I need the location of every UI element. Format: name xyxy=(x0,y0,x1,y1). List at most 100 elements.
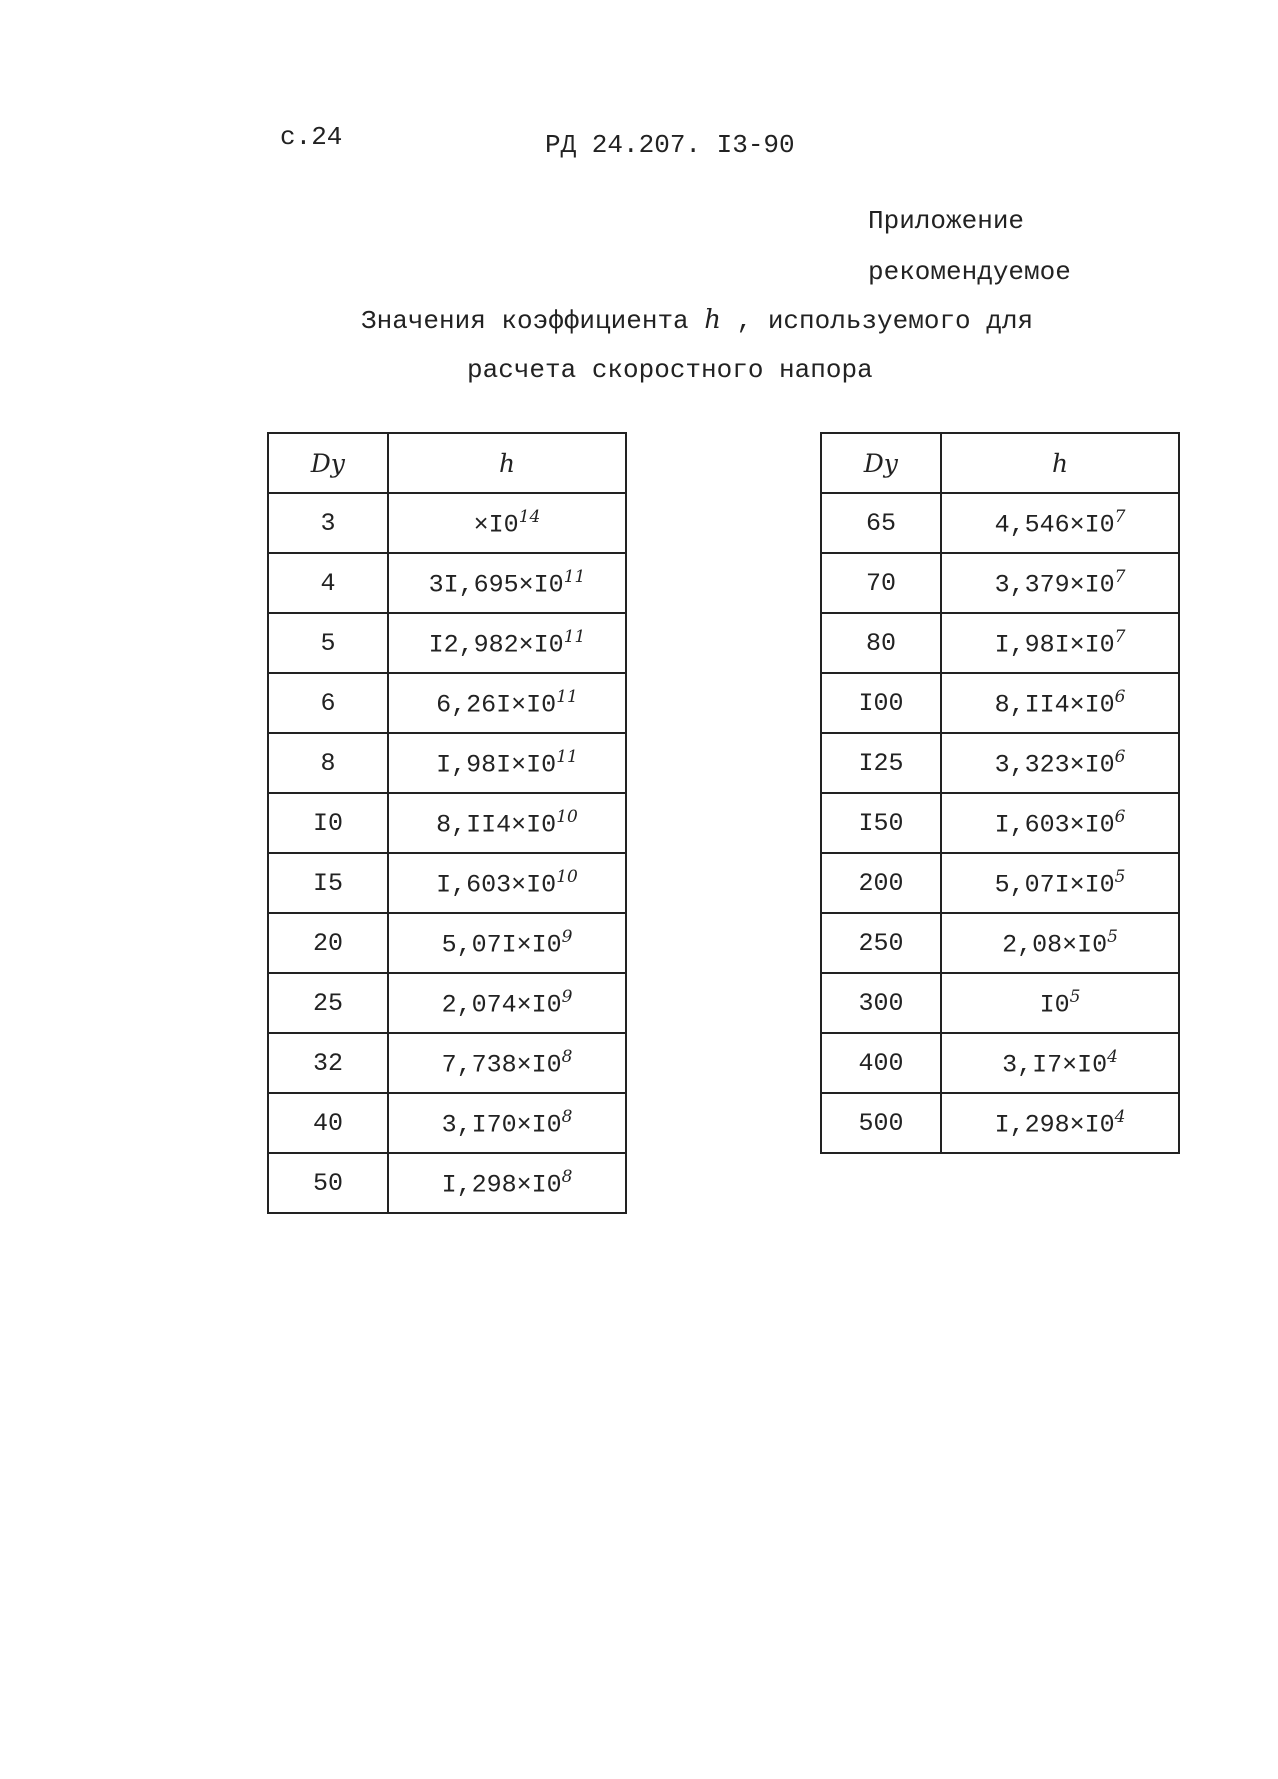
title-text: Значения коэффициента xyxy=(361,306,689,336)
row: 5 I2,982×I011 xyxy=(267,612,627,674)
header-cell: Dу xyxy=(267,432,389,494)
mantissa: 4,546×I0 xyxy=(994,510,1115,540)
exponent: 11 xyxy=(556,686,578,707)
mantissa: ×I0 xyxy=(473,510,519,540)
dy-cell: 20 xyxy=(267,912,389,974)
mantissa: 8,II4×I0 xyxy=(994,690,1115,720)
exponent: 4 xyxy=(1114,1106,1126,1127)
value-cell: 6,26I×I011 xyxy=(387,672,627,734)
value-cell: I,603×I010 xyxy=(387,852,627,914)
value-cell: 8,II4×I06 xyxy=(940,672,1180,734)
mantissa: 2,08×I0 xyxy=(1002,930,1108,960)
exponent: 11 xyxy=(556,746,578,767)
dy-cell: I0 xyxy=(267,792,389,854)
dy-cell: 400 xyxy=(820,1032,942,1094)
mantissa: 3,323×I0 xyxy=(994,750,1115,780)
row: 200 5,07I×I05 xyxy=(820,852,1180,914)
dy-cell: 300 xyxy=(820,972,942,1034)
row: I25 3,323×I06 xyxy=(820,732,1180,794)
exponent: 8 xyxy=(561,1166,573,1187)
value-cell: 2,074×I09 xyxy=(387,972,627,1034)
exponent: 5 xyxy=(1114,866,1126,887)
exponent: 6 xyxy=(1114,746,1126,767)
exponent: 4 xyxy=(1107,1046,1118,1067)
exponent: 5 xyxy=(1069,986,1081,1007)
row: 25 2,074×I09 xyxy=(267,972,627,1034)
exponent: 6 xyxy=(1114,686,1126,707)
dy-cell: 4 xyxy=(267,552,389,614)
dy-cell: 40 xyxy=(267,1092,389,1154)
row: I50 I,603×I06 xyxy=(820,792,1180,854)
exponent: 14 xyxy=(518,506,541,527)
appendix-label: Приложение xyxy=(868,206,1025,236)
dy-cell: 5 xyxy=(267,612,389,674)
title-text: , используемого для xyxy=(736,306,1034,336)
value-cell: 3I,695×I011 xyxy=(387,552,627,614)
exponent: 5 xyxy=(1107,926,1118,947)
value-cell: ×I014 xyxy=(387,492,627,554)
page-number: с.24 xyxy=(280,122,343,152)
value-cell: I,98I×I07 xyxy=(940,612,1180,674)
header-cell: Dу xyxy=(820,432,942,494)
dy-cell: 3 xyxy=(267,492,389,554)
dy-cell: 6 xyxy=(267,672,389,734)
mantissa: 8,II4×I0 xyxy=(436,810,557,840)
mantissa: 3I,695×I0 xyxy=(428,570,564,600)
row: I00 8,II4×I06 xyxy=(820,672,1180,734)
mantissa: 3,379×I0 xyxy=(994,570,1115,600)
exponent: 7 xyxy=(1114,626,1126,647)
doc-code: РД 24.207. I3-90 xyxy=(545,130,795,160)
dy-cell: 65 xyxy=(820,492,942,554)
title-symbol: h xyxy=(704,305,722,335)
exponent: 9 xyxy=(561,986,573,1007)
exponent: 10 xyxy=(556,806,578,827)
exponent: 7 xyxy=(1114,566,1126,587)
exponent: 6 xyxy=(1114,806,1126,827)
dy-cell: I25 xyxy=(820,732,942,794)
value-cell: 4,546×I07 xyxy=(940,492,1180,554)
exponent: 11 xyxy=(563,566,586,587)
value-cell: I2,982×I011 xyxy=(387,612,627,674)
mantissa: I,298×I0 xyxy=(441,1170,562,1200)
value-cell: 3,323×I06 xyxy=(940,732,1180,794)
dy-cell: 32 xyxy=(267,1032,389,1094)
value-cell: I05 xyxy=(940,972,1180,1034)
table: Dу h 65 4,546×I07 70 3,379×I07 80 I,98I×I07 I00 8… xyxy=(820,432,1180,1154)
value-cell: 8,II4×I010 xyxy=(387,792,627,854)
header-cell: h xyxy=(940,432,1180,494)
row: 40 3,I70×I08 xyxy=(267,1092,627,1154)
mantissa: 7,738×I0 xyxy=(441,1050,562,1080)
row: 32 7,738×I08 xyxy=(267,1032,627,1094)
value-cell: 3,379×I07 xyxy=(940,552,1180,614)
value-cell: I,298×I04 xyxy=(940,1092,1180,1154)
exponent: 9 xyxy=(561,926,573,947)
mantissa: I,98I×I0 xyxy=(436,750,557,780)
mantissa: 3,I70×I0 xyxy=(441,1110,562,1140)
dy-cell: 500 xyxy=(820,1092,942,1154)
dy-cell: 50 xyxy=(267,1152,389,1214)
row: 500 I,298×I04 xyxy=(820,1092,1180,1154)
header-row: Dу h xyxy=(267,432,627,494)
mantissa: I,98I×I0 xyxy=(994,630,1115,660)
row: 50 I,298×I08 xyxy=(267,1152,627,1214)
exponent: 11 xyxy=(563,626,586,647)
row: 20 5,07I×I09 xyxy=(267,912,627,974)
value-cell: 3,I7×I04 xyxy=(940,1032,1180,1094)
table: Dу h 3 ×I014 4 3I,695×I011 5 I2,982×I011 6 6,26I×… xyxy=(267,432,627,1214)
value-cell: 5,07I×I05 xyxy=(940,852,1180,914)
row: I0 8,II4×I010 xyxy=(267,792,627,854)
dy-cell: 200 xyxy=(820,852,942,914)
title-line: Значения коэффициента h , используемого … xyxy=(361,305,1033,336)
row: 4 3I,695×I011 xyxy=(267,552,627,614)
row: 70 3,379×I07 xyxy=(820,552,1180,614)
value-cell: 5,07I×I09 xyxy=(387,912,627,974)
row: 250 2,08×I05 xyxy=(820,912,1180,974)
row: 6 6,26I×I011 xyxy=(267,672,627,734)
dy-cell: I00 xyxy=(820,672,942,734)
value-cell: I,603×I06 xyxy=(940,792,1180,854)
dy-cell: 70 xyxy=(820,552,942,614)
dy-cell: 25 xyxy=(267,972,389,1034)
mantissa: I2,982×I0 xyxy=(428,630,564,660)
exponent: 8 xyxy=(561,1106,573,1127)
